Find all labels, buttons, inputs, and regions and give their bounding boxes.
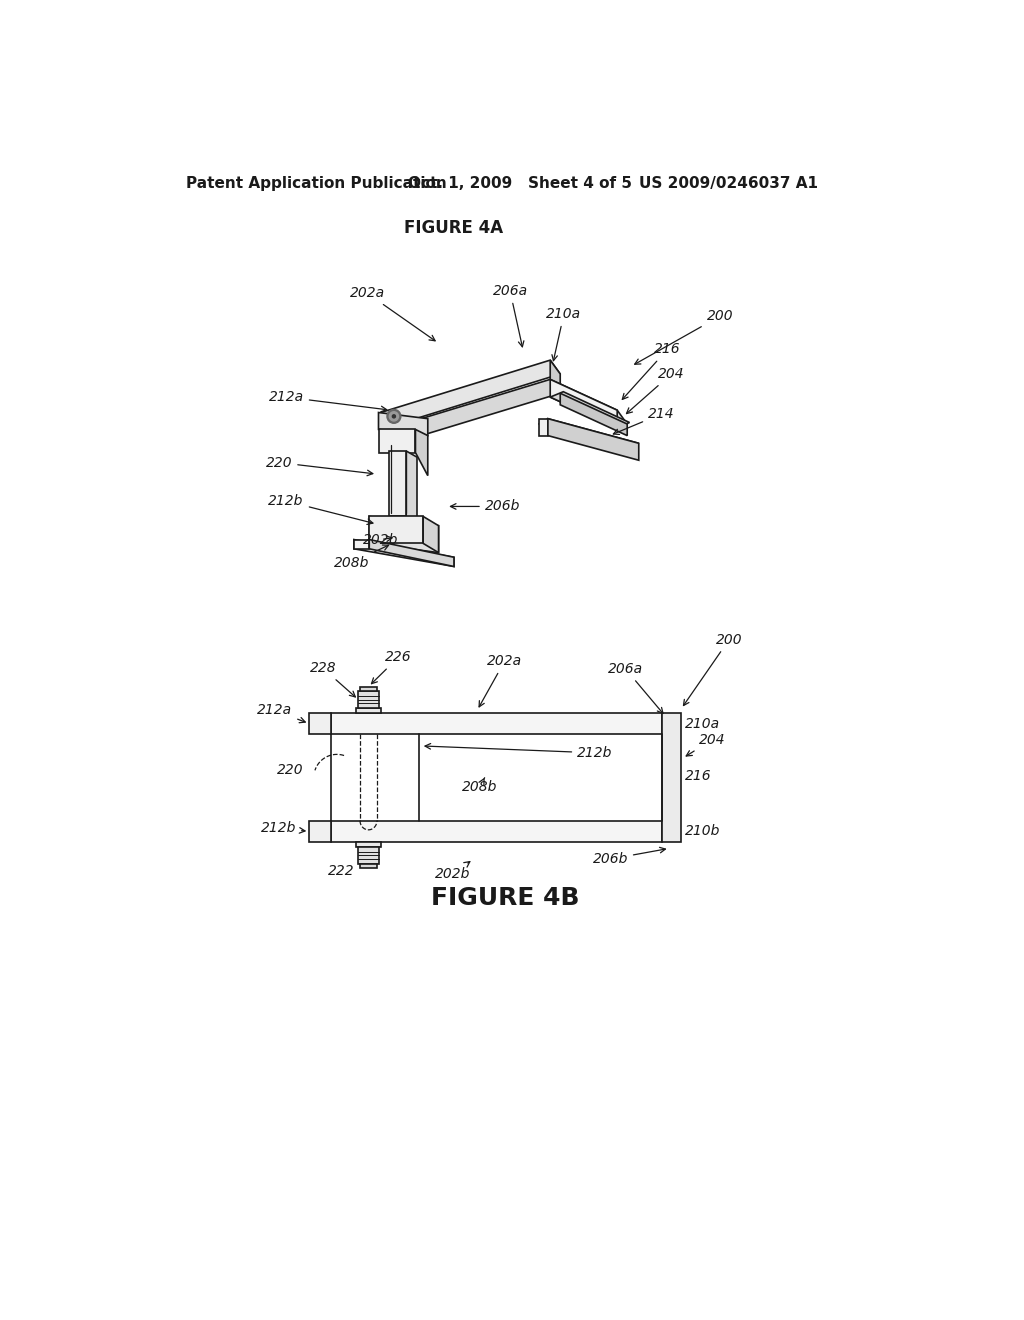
Bar xyxy=(309,821,331,842)
Text: Oct. 1, 2009   Sheet 4 of 5: Oct. 1, 2009 Sheet 4 of 5 xyxy=(408,176,632,190)
Text: 214: 214 xyxy=(613,407,675,434)
Text: 202a: 202a xyxy=(479,655,522,706)
Polygon shape xyxy=(550,360,560,393)
Text: 212b: 212b xyxy=(425,743,612,760)
Bar xyxy=(356,842,381,847)
Text: FIGURE 4A: FIGURE 4A xyxy=(404,219,504,236)
Polygon shape xyxy=(560,393,628,436)
Text: 210b: 210b xyxy=(685,825,720,838)
Polygon shape xyxy=(354,540,370,549)
Text: 212b: 212b xyxy=(261,821,305,836)
Text: 202a: 202a xyxy=(349,286,435,341)
Polygon shape xyxy=(539,418,639,449)
Polygon shape xyxy=(381,360,560,426)
Polygon shape xyxy=(548,418,639,461)
Text: 204: 204 xyxy=(686,733,725,756)
Polygon shape xyxy=(381,379,560,445)
Text: 210a: 210a xyxy=(685,717,720,730)
Bar xyxy=(356,708,381,713)
Text: 216: 216 xyxy=(623,342,681,400)
Polygon shape xyxy=(539,418,548,436)
Polygon shape xyxy=(381,412,391,445)
Polygon shape xyxy=(354,540,454,566)
Polygon shape xyxy=(389,451,407,516)
Text: 206a: 206a xyxy=(493,284,527,347)
Text: 200: 200 xyxy=(635,309,733,364)
Bar xyxy=(360,863,377,869)
Bar xyxy=(662,713,681,842)
Bar xyxy=(358,847,379,863)
Bar xyxy=(360,686,377,692)
Polygon shape xyxy=(370,516,438,553)
Text: 212b: 212b xyxy=(268,494,373,524)
Polygon shape xyxy=(379,412,428,436)
Text: 206b: 206b xyxy=(593,847,666,866)
Polygon shape xyxy=(423,516,438,553)
Polygon shape xyxy=(550,379,617,428)
Text: 208b: 208b xyxy=(334,545,388,570)
Text: 228: 228 xyxy=(309,661,355,697)
Bar xyxy=(331,713,662,734)
Text: 200: 200 xyxy=(683,632,742,705)
Polygon shape xyxy=(370,516,423,544)
Text: 220: 220 xyxy=(276,763,303,776)
Text: 210a: 210a xyxy=(547,308,582,360)
Text: US 2009/0246037 A1: US 2009/0246037 A1 xyxy=(639,176,818,190)
Text: Patent Application Publication: Patent Application Publication xyxy=(186,176,446,190)
Bar xyxy=(331,821,662,842)
Text: 216: 216 xyxy=(685,770,712,783)
Text: 222: 222 xyxy=(328,865,354,878)
Polygon shape xyxy=(550,379,628,424)
Text: 202b: 202b xyxy=(435,862,470,882)
Text: 212a: 212a xyxy=(257,704,305,723)
Text: 226: 226 xyxy=(372,651,412,684)
Text: 204: 204 xyxy=(627,367,685,413)
Polygon shape xyxy=(379,429,416,453)
Text: 212a: 212a xyxy=(268,391,387,412)
Text: 206a: 206a xyxy=(608,661,663,713)
Bar xyxy=(358,692,379,708)
Text: 206b: 206b xyxy=(451,499,520,513)
Polygon shape xyxy=(370,540,454,566)
Polygon shape xyxy=(416,429,428,475)
Text: FIGURE 4B: FIGURE 4B xyxy=(431,886,580,909)
Text: 208b: 208b xyxy=(462,777,497,795)
Circle shape xyxy=(389,412,398,421)
Text: 202b: 202b xyxy=(364,532,398,546)
Bar xyxy=(309,713,331,734)
Circle shape xyxy=(387,409,400,424)
Polygon shape xyxy=(550,392,630,428)
Circle shape xyxy=(392,414,395,418)
Text: 220: 220 xyxy=(265,455,373,475)
Polygon shape xyxy=(407,451,417,523)
